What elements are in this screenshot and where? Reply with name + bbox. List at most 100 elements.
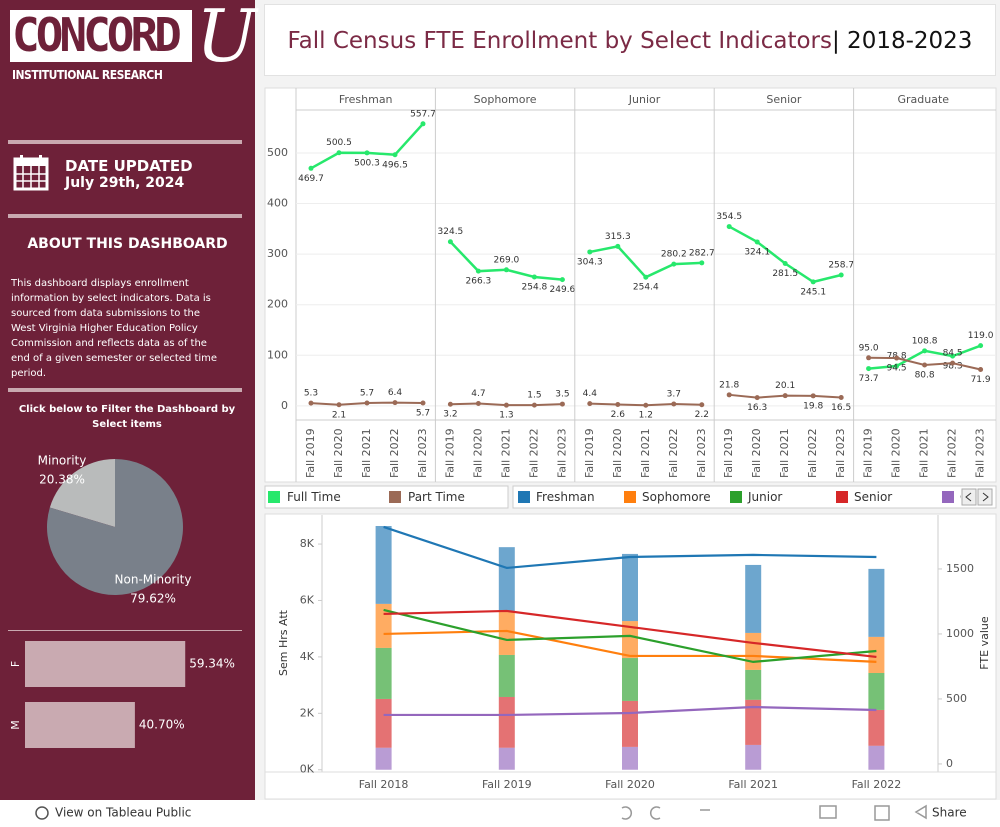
point [364,150,370,156]
stacked-bar [868,636,885,673]
x-tick-label: Fall 2021 [728,778,778,791]
y-tick-label: 100 [267,348,288,361]
point [392,152,398,158]
line-panel-frame [264,87,997,483]
x-tick-label: Fall 2022 [852,778,902,791]
point [420,121,426,127]
legend-swatch [389,491,401,503]
pie-slice [47,459,184,595]
data-label: 108.8 [912,336,938,346]
x-tick-label: Fall 2021 [499,428,512,478]
scroll-right[interactable] [977,488,993,506]
data-label: 354.5 [716,212,742,222]
x-tick-label: Fall 2023 [555,428,568,478]
stacked-bar [745,564,762,633]
point [894,363,900,369]
stacked-bar [622,700,638,747]
x-tick-label: Fall 2023 [974,428,987,478]
panel-title: Senior [766,93,802,106]
data-label: 4.4 [583,389,598,399]
x-tick-label: Fall 2019 [583,428,596,478]
bar-value: 59.34% [189,657,235,671]
pie-value: 20.38% [39,473,85,487]
y-tick-label: 0 [281,399,288,412]
x-tick-label: Fall 2021 [778,428,791,478]
stacked-bar [498,654,515,697]
fte-line [383,705,877,717]
x-tick-label: Fall 2020 [611,428,624,478]
data-label: 73.7 [859,374,879,384]
fte-line [383,525,877,570]
point [950,360,956,366]
point [559,401,565,407]
share-button[interactable]: Share [932,806,967,820]
bar [25,702,135,748]
tableau-link[interactable]: View on Tableau Public [55,806,191,820]
point [810,279,816,285]
data-label: 80.8 [915,370,935,380]
data-label: 5.7 [416,408,430,418]
point [559,277,565,283]
point [615,402,621,408]
legend-box [264,485,509,509]
point [922,348,928,354]
department: INSTITUTIONAL RESEARCH [12,68,163,82]
point [726,224,732,230]
point [754,239,760,245]
data-label: 249.6 [550,285,576,295]
stacked-bar [375,647,392,699]
data-label: 500.5 [326,138,352,148]
class-legend: Freshman Sophomore Junior Senior Graduate [518,490,961,504]
fte-line [383,609,877,659]
data-label: 469.7 [298,174,324,184]
point [894,355,900,361]
point [336,402,342,408]
data-label: 315.3 [605,232,631,242]
calendar-icon [13,155,49,191]
stacked-bar [868,745,885,770]
data-label: 304.3 [577,257,603,267]
stacked-bar [745,632,762,670]
title-years: | 2018-2023 [832,28,973,54]
stacked-bar [745,669,762,700]
logo-box [10,10,192,62]
point [615,243,621,249]
point [503,267,509,273]
toolbar-icons [35,804,927,821]
legend-label: Sophomore [642,490,711,504]
about-text: This dashboard displays enrollment infor… [11,278,218,379]
title: Fall Census FTE Enrollment by Select Ind… [287,28,832,54]
divider [8,630,242,631]
scroll-left[interactable] [961,488,977,506]
y-tick-label: 300 [267,247,288,260]
category-label: M [9,720,22,730]
legend-label: Junior [747,490,782,504]
x-tick-label: Fall 2022 [667,428,680,478]
logo: CONCORD [12,8,182,62]
point [447,239,453,245]
data-label: 71.9 [971,375,991,385]
data-label: 94.5 [887,364,907,374]
bar [25,641,186,687]
point [364,400,370,406]
legend-label: Full Time [287,490,341,504]
y-tick-label: 200 [267,298,288,311]
data-label: 16.5 [831,403,851,413]
x-tick-label: Fall 2023 [416,428,429,478]
stacked-bar [375,698,392,748]
point [978,343,984,349]
header: Fall Census FTE Enrollment by Select Ind… [264,4,996,76]
data-label: 557.7 [410,109,436,119]
legend-swatch [942,491,954,503]
x-tick-label: Fall 2020 [471,428,484,478]
y-tick-label: 400 [267,197,288,210]
data-label: 282.7 [689,248,715,258]
x-tick-label: Fall 2023 [695,428,708,478]
y-tick-label: 8K [300,537,315,550]
point [699,402,705,408]
y-tick-label: 2K [300,706,315,719]
stacked-bar [622,658,638,701]
panel-title: Sophomore [474,93,537,106]
point [950,353,956,359]
